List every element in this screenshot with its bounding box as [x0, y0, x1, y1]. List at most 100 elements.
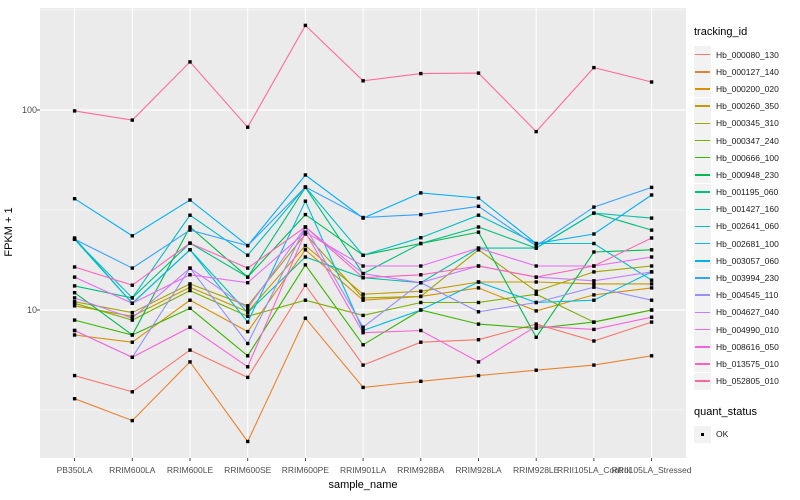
data-point	[419, 241, 423, 246]
data-point	[188, 306, 192, 310]
data-point	[246, 306, 250, 310]
data-point	[246, 253, 250, 257]
data-point	[592, 282, 596, 286]
data-point	[534, 289, 538, 293]
data-point	[649, 248, 654, 252]
legend-item: Hb_002641_060	[694, 217, 800, 235]
data-point	[534, 326, 538, 330]
legend-key-line-icon	[694, 166, 711, 184]
data-point	[361, 325, 365, 329]
legend-line-swatch	[695, 225, 710, 228]
legend-item: Hb_001427_160	[694, 200, 800, 218]
data-point	[188, 213, 192, 217]
data-point	[534, 322, 538, 326]
data-point	[130, 296, 134, 300]
data-point	[303, 298, 308, 302]
data-point	[188, 198, 192, 202]
data-point	[246, 281, 250, 285]
legend-item: Hb_000260_350	[694, 97, 800, 115]
data-point	[188, 60, 192, 64]
data-point	[188, 298, 192, 302]
data-point	[361, 264, 365, 268]
data-point	[534, 300, 538, 305]
data-point	[419, 212, 423, 217]
legend-item: Hb_003057_060	[694, 252, 800, 270]
data-point	[188, 325, 192, 329]
data-point	[592, 232, 596, 236]
data-point	[361, 292, 365, 296]
data-point	[534, 368, 538, 372]
legend-item-label: Hb_003994_230	[716, 273, 779, 284]
data-point	[476, 310, 481, 314]
x-tick-label: PB350LA	[56, 465, 93, 475]
legend-line-swatch	[695, 294, 710, 296]
data-point	[592, 363, 596, 367]
data-point	[246, 275, 250, 279]
legend-color-title: tracking_id	[694, 26, 748, 38]
legend-item: Hb_000347_240	[694, 132, 800, 150]
data-point	[72, 318, 77, 322]
legend-key-point-icon	[694, 425, 711, 443]
legend-point-swatch	[700, 432, 705, 437]
data-point	[592, 270, 596, 274]
data-point	[476, 360, 481, 364]
legend-item: Hb_000666_100	[694, 149, 800, 167]
data-point	[534, 129, 538, 134]
data-point	[649, 193, 654, 197]
data-point	[419, 264, 423, 268]
data-point	[419, 328, 423, 333]
legend-line-swatch	[695, 208, 710, 211]
legend-item-label: Hb_004545_110	[716, 290, 779, 301]
data-point	[130, 118, 134, 122]
data-point	[592, 339, 596, 343]
data-point	[361, 343, 365, 347]
data-point	[188, 288, 192, 293]
data-point	[72, 328, 77, 333]
legend-item: Hb_008616_050	[694, 338, 800, 356]
legend-item-label: Hb_000347_240	[716, 135, 779, 146]
data-point	[476, 264, 481, 268]
data-point	[130, 234, 134, 238]
data-point	[476, 280, 481, 284]
data-point	[476, 338, 481, 342]
legend-item-label: Hb_001427_160	[716, 204, 779, 215]
data-point	[72, 291, 77, 295]
legend-key-line-icon	[694, 114, 711, 132]
data-point	[592, 211, 596, 215]
data-point	[303, 263, 308, 267]
legend-key-line-icon	[694, 235, 711, 253]
data-point	[246, 314, 250, 318]
x-tick-label: RRII105LA_Control	[557, 465, 631, 475]
data-point	[303, 255, 308, 259]
x-axis-title: sample_name	[328, 479, 398, 491]
x-tick-label: RRII105LA_Stressed	[611, 465, 692, 475]
data-point	[592, 205, 596, 209]
data-point	[72, 109, 77, 113]
legend-item: Hb_003994_230	[694, 269, 800, 287]
data-point	[246, 310, 250, 315]
data-point	[361, 331, 365, 335]
legend-line-swatch	[695, 191, 710, 193]
legend-line-swatch	[695, 156, 710, 159]
data-point	[188, 228, 192, 232]
legend-item-label: Hb_004627_040	[716, 307, 779, 318]
legend-item-label: Hb_002681_100	[716, 238, 779, 249]
legend-line-swatch	[695, 242, 710, 245]
data-point	[419, 281, 423, 285]
data-point	[188, 248, 192, 252]
x-tick-label: RRIM600LE	[166, 465, 214, 475]
data-point	[419, 273, 423, 277]
y-tick-label: 10	[26, 305, 37, 315]
data-point	[419, 191, 423, 195]
legend-key-line-icon	[694, 372, 711, 390]
data-point	[72, 237, 77, 241]
data-point	[303, 212, 308, 217]
legend-item-label: Hb_003057_060	[716, 255, 779, 266]
data-point	[592, 293, 596, 297]
data-point	[188, 241, 192, 245]
data-point	[419, 308, 423, 312]
data-point	[303, 243, 308, 248]
legend-item-label: Hb_000666_100	[716, 152, 779, 163]
